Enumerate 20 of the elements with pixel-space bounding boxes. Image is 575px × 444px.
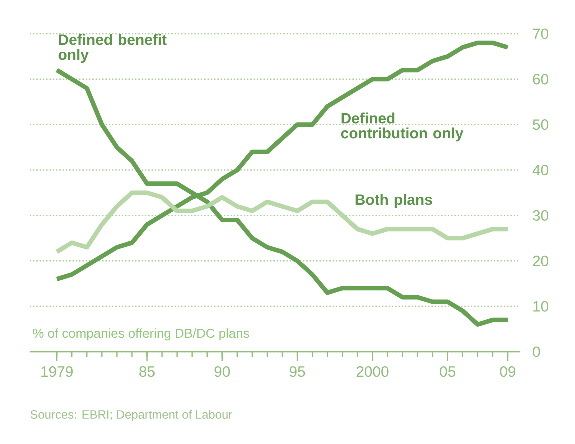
series-label: Defined benefit only — [58, 34, 167, 64]
y-axis-title: % of companies offering DB/DC plans — [33, 328, 250, 341]
y-tick-label: 40 — [532, 164, 549, 176]
series-label: Both plans — [356, 194, 432, 208]
y-tick-label: 70 — [533, 28, 549, 40]
x-tick-label: 1979 — [42, 366, 73, 378]
source-note: Sources: EBRI; Department of Labour — [30, 410, 232, 422]
y-tick-label: 60 — [533, 74, 549, 85]
y-tick-label: 50 — [533, 120, 549, 130]
x-tick-label: 09 — [500, 366, 516, 378]
x-tick-label: 05 — [440, 366, 456, 378]
x-tick-label: 2000 — [356, 366, 389, 378]
y-tick-label: 10 — [534, 301, 549, 312]
y-tick-label: 30 — [533, 210, 549, 221]
x-tick-label: 95 — [290, 366, 306, 378]
y-tick-label: 0 — [533, 346, 540, 358]
x-tick-label: 85 — [140, 366, 155, 378]
y-tick-label: 20 — [533, 256, 549, 266]
series-label: Defined contribution only — [341, 112, 464, 142]
x-tick-label: 90 — [214, 366, 230, 378]
